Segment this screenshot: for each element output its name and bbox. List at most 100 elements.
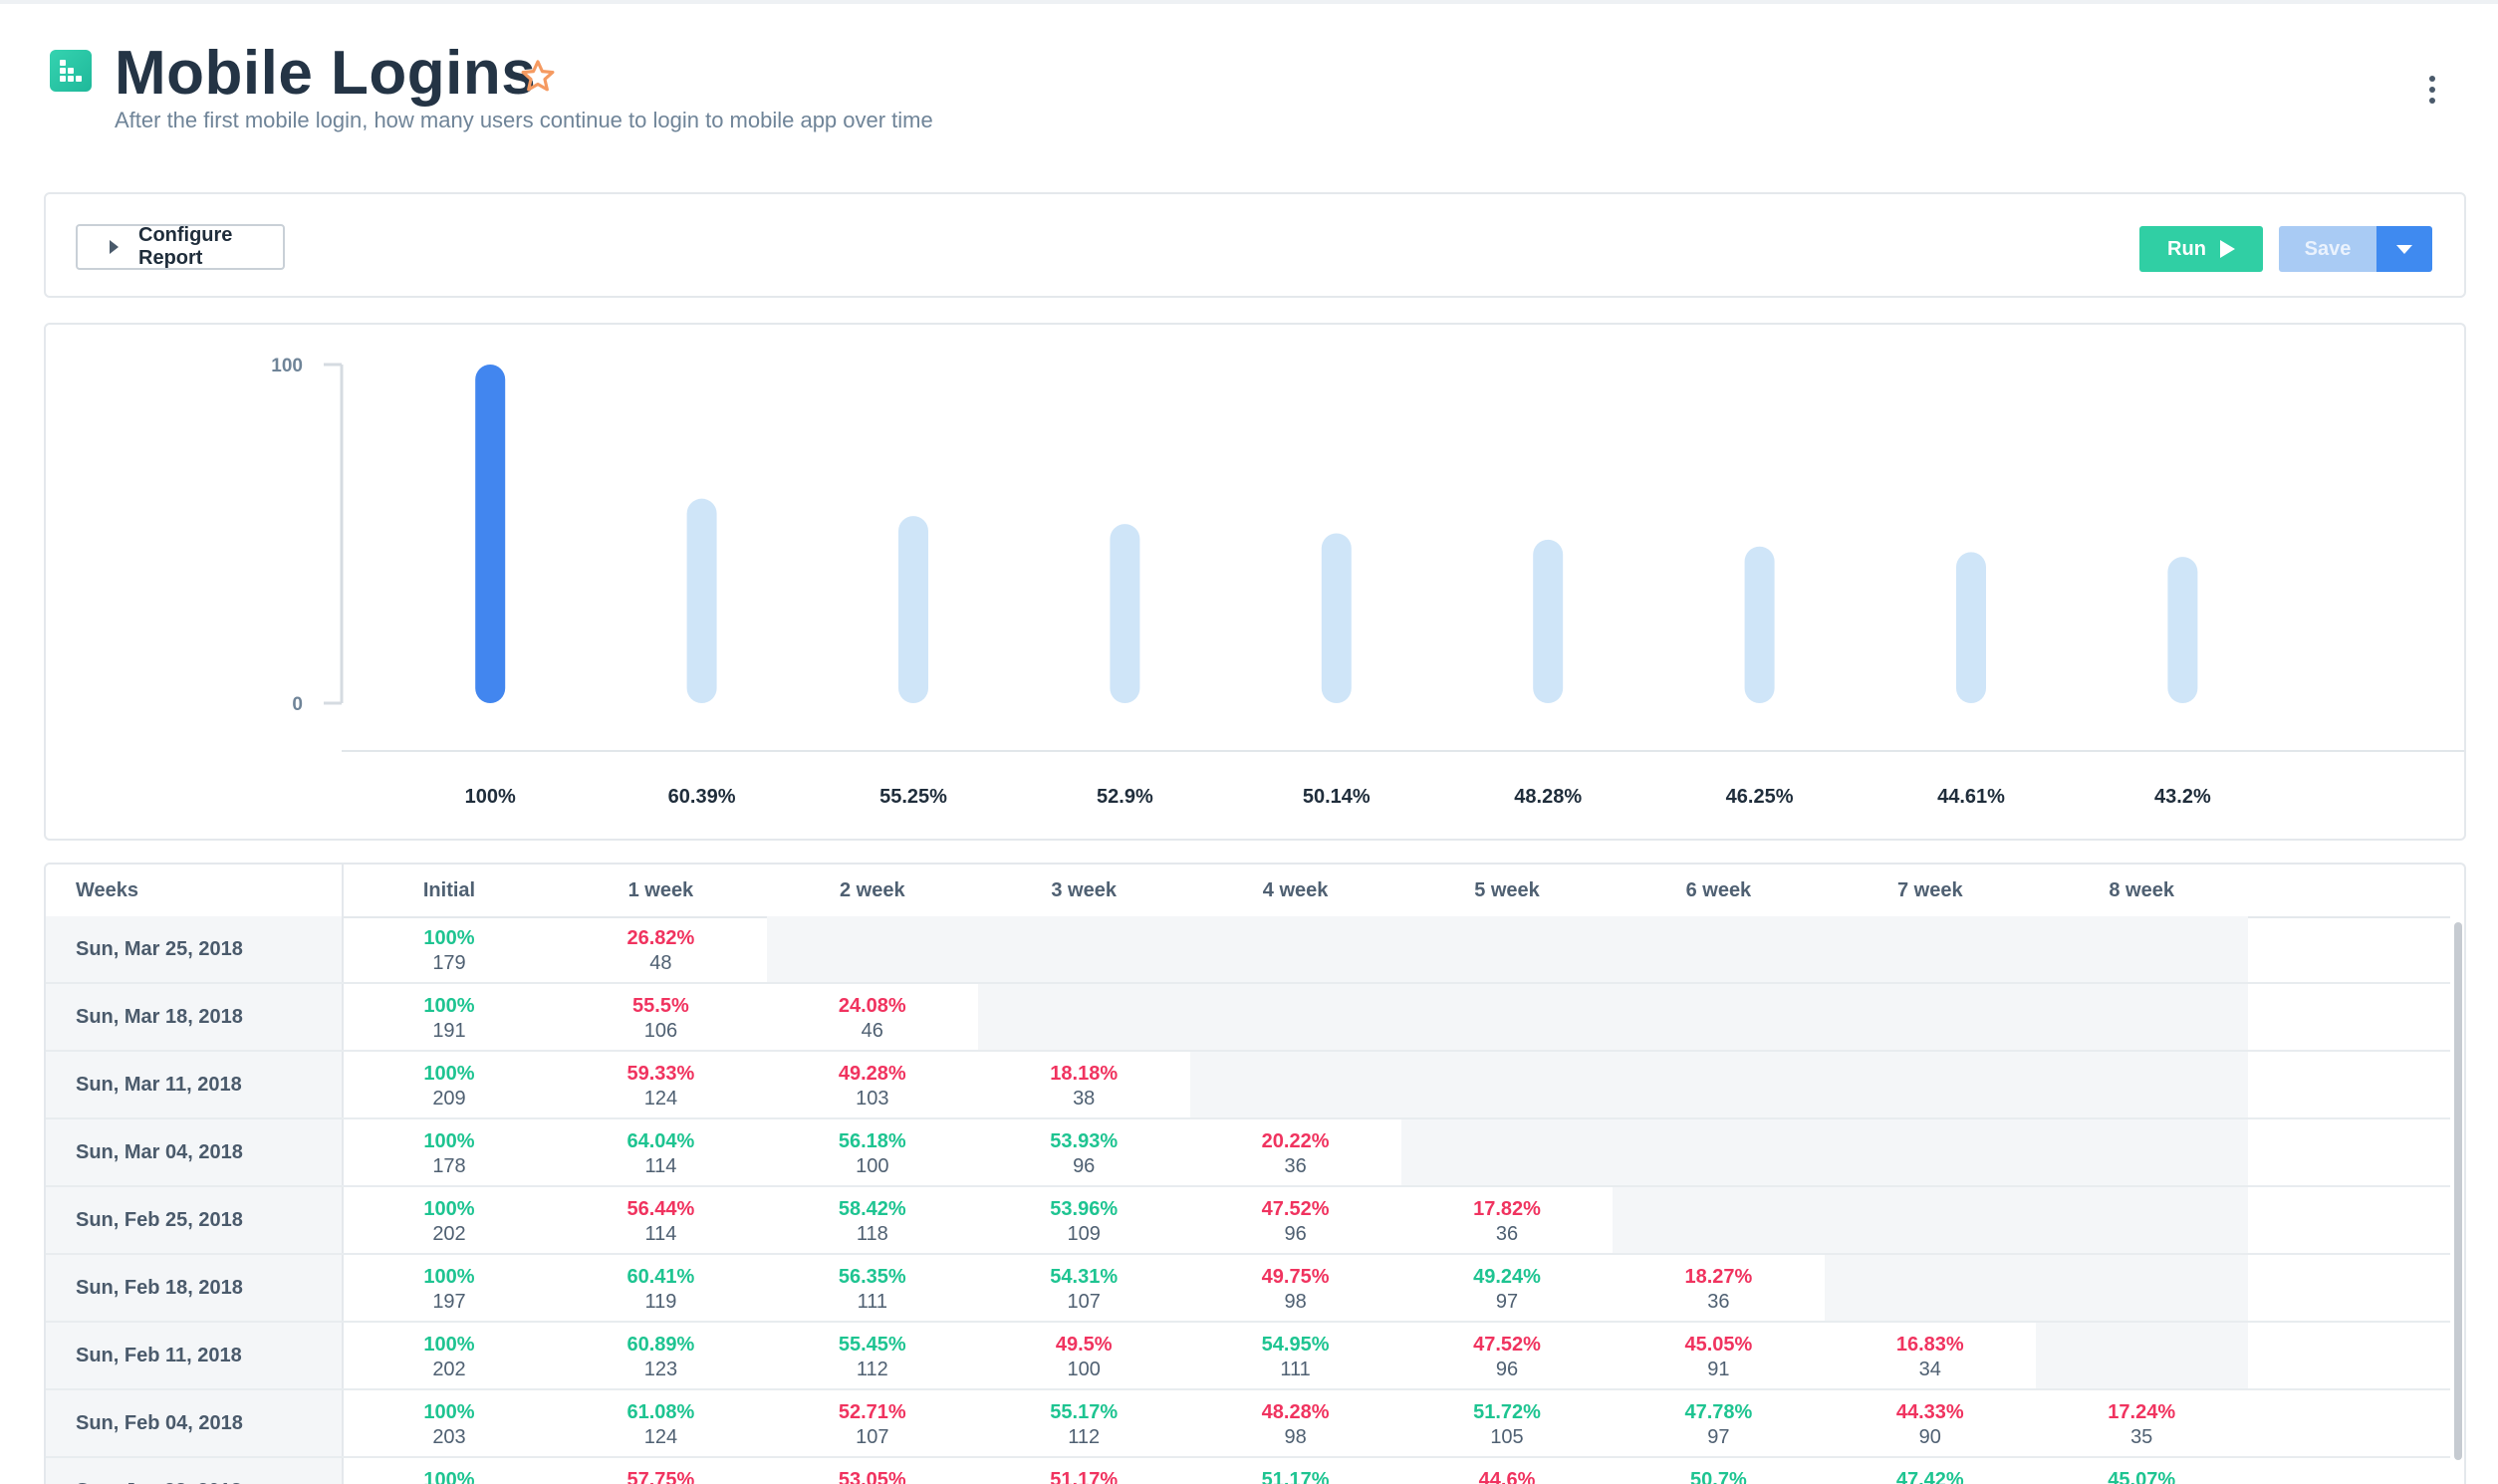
row-date-cell: Sun, Feb 18, 2018 (46, 1255, 342, 1321)
chart-bar (1744, 546, 1775, 703)
retention-count: 36 (1707, 1291, 1730, 1313)
retention-count: 123 (643, 1359, 678, 1380)
run-button[interactable]: Run (2139, 226, 2263, 272)
retention-cell: 56.35% 111 (767, 1255, 978, 1321)
chart-bar (686, 498, 717, 703)
report-type-icon (50, 50, 92, 92)
retention-cell: 51.17% (1190, 1458, 1401, 1484)
header-weeks: Weeks (76, 879, 139, 901)
table-row[interactable]: Sun, Mar 04, 2018 100% 178 64.04% 114 56.18% 1… (46, 1119, 2450, 1187)
row-date: Sun, Mar 25, 2018 (76, 938, 243, 960)
retention-cell: 100% 202 (344, 1323, 555, 1388)
bar-value-label: 44.61% (1937, 786, 2005, 808)
empty-cells (1189, 1052, 2248, 1117)
retention-percent: 18.27% (1684, 1266, 1753, 1288)
retention-percent: 55.5% (632, 995, 689, 1017)
retention-cell: 26.82% 48 (555, 916, 766, 982)
retention-count: 107 (856, 1426, 889, 1448)
empty-cells (978, 984, 2248, 1050)
retention-count: 178 (432, 1155, 466, 1177)
favorite-star-icon[interactable] (519, 58, 557, 96)
header-6-week: 6 week (1685, 879, 1752, 901)
retention-count: 91 (1707, 1359, 1730, 1380)
configure-report-button[interactable]: Configure Report (76, 224, 285, 270)
bar-value-label: 60.39% (668, 786, 736, 808)
retention-percent: 100% (423, 927, 475, 949)
retention-count: 114 (644, 1223, 677, 1245)
retention-cell: 45.05% 91 (1613, 1323, 1824, 1388)
retention-cell: 100% 203 (344, 1390, 555, 1456)
scrollbar-thumb[interactable] (2454, 922, 2462, 1460)
retention-percent: 44.6% (1478, 1469, 1536, 1484)
retention-percent: 45.05% (1684, 1334, 1753, 1356)
header-initial: Initial (422, 879, 476, 901)
y-tick-label: 100 (271, 356, 303, 376)
table-row[interactable]: Sun, Mar 25, 2018 100% 179 26.82% 48 (46, 916, 2450, 984)
retention-cell: 18.27% 36 (1613, 1255, 1824, 1321)
more-options-icon[interactable] (2422, 76, 2442, 110)
save-button[interactable]: Save (2279, 226, 2376, 272)
row-date: Sun, Feb 04, 2018 (76, 1412, 243, 1434)
table-row[interactable]: Sun, Feb 25, 2018 100% 202 56.44% 114 58.42% 1… (46, 1187, 2450, 1255)
retention-count: 197 (432, 1291, 466, 1313)
y-tick-label: 0 (292, 694, 303, 715)
chevron-down-icon (2396, 244, 2412, 254)
retention-cell: 54.95% 111 (1190, 1323, 1401, 1388)
retention-cell: 24.08% 46 (767, 984, 978, 1050)
retention-cell: 45.07% (2036, 1458, 2247, 1484)
retention-cell: 55.45% 112 (767, 1323, 978, 1388)
retention-chart: 100 0 100% 60.39% 55.25% 52.9% 50.14% 48.28% 46.… (44, 323, 2466, 841)
retention-count: 109 (1067, 1223, 1101, 1245)
retention-count: 209 (432, 1088, 466, 1110)
table-row[interactable]: Sun, Mar 18, 2018 100% 191 55.5% 106 24.08% 46 (46, 984, 2450, 1052)
row-date-cell: Sun, Mar 25, 2018 (46, 916, 342, 982)
retention-cell: 55.5% 106 (555, 984, 766, 1050)
table-row[interactable]: Sun, Feb 04, 2018 100% 203 61.08% 124 52.71% 1… (46, 1390, 2450, 1458)
row-date-cell: Sun, Mar 04, 2018 (46, 1119, 342, 1185)
retention-count: 111 (857, 1291, 887, 1313)
retention-percent: 53.05% (838, 1469, 906, 1484)
retention-table: Weeks Initial 1 week 2 week 3 week 4 week 5 w… (44, 863, 2466, 1484)
retention-count: 119 (644, 1291, 677, 1313)
retention-bar-chart: 100 0 100% 60.39% 55.25% 52.9% 50.14% 48.28% 46.… (271, 356, 2464, 808)
retention-percent: 100% (423, 1401, 475, 1423)
retention-count: 103 (856, 1088, 889, 1110)
retention-count: 34 (1918, 1359, 1941, 1380)
retention-cell: 64.04% 114 (555, 1119, 766, 1185)
retention-percent: 47.52% (1473, 1334, 1541, 1356)
retention-percent: 61.08% (626, 1401, 695, 1423)
retention-percent: 53.93% (1050, 1130, 1119, 1152)
retention-percent: 45.07% (2108, 1469, 2176, 1484)
table-row[interactable]: Sun, Feb 11, 2018 100% 202 60.89% 123 55.45% 1… (46, 1323, 2450, 1390)
retention-cell: 59.33% 124 (555, 1052, 766, 1117)
save-dropdown-button[interactable] (2376, 226, 2432, 272)
retention-count: 35 (2130, 1426, 2153, 1448)
retention-cell: 53.96% 109 (978, 1187, 1189, 1253)
retention-cell: 56.44% 114 (555, 1187, 766, 1253)
table-row[interactable]: Sun, Mar 11, 2018 100% 209 59.33% 124 49.28% 1… (46, 1052, 2450, 1119)
table-row[interactable]: Sun, Jan 28, 2018 100% 57.75% 53.05% 51.17% 5… (46, 1458, 2450, 1484)
bar-value-label: 50.14% (1303, 786, 1371, 808)
play-icon (2219, 240, 2235, 258)
retention-cell: 47.78% 97 (1613, 1390, 1824, 1456)
bar-value-label: 100% (465, 786, 516, 808)
chart-bar (1321, 533, 1352, 703)
retention-cell: 44.6% (1401, 1458, 1613, 1484)
retention-count: 203 (432, 1426, 466, 1448)
retention-count: 107 (1067, 1291, 1101, 1313)
chart-bar (475, 365, 506, 703)
row-date-cell: Sun, Mar 11, 2018 (46, 1052, 342, 1117)
retention-cell: 58.42% 118 (767, 1187, 978, 1253)
retention-percent: 64.04% (626, 1130, 695, 1152)
retention-percent: 100% (423, 995, 475, 1017)
column-divider (342, 865, 344, 1484)
table-row[interactable]: Sun, Feb 18, 2018 100% 197 60.41% 119 56.35% 1… (46, 1255, 2450, 1323)
retention-count: 100 (1067, 1359, 1101, 1380)
retention-count: 105 (1490, 1426, 1524, 1448)
retention-count: 112 (1068, 1426, 1101, 1448)
retention-percent: 17.24% (2108, 1401, 2176, 1423)
retention-count: 118 (856, 1223, 888, 1245)
retention-cell: 100% (344, 1458, 555, 1484)
retention-percent: 60.41% (626, 1266, 695, 1288)
retention-percent: 49.75% (1261, 1266, 1330, 1288)
